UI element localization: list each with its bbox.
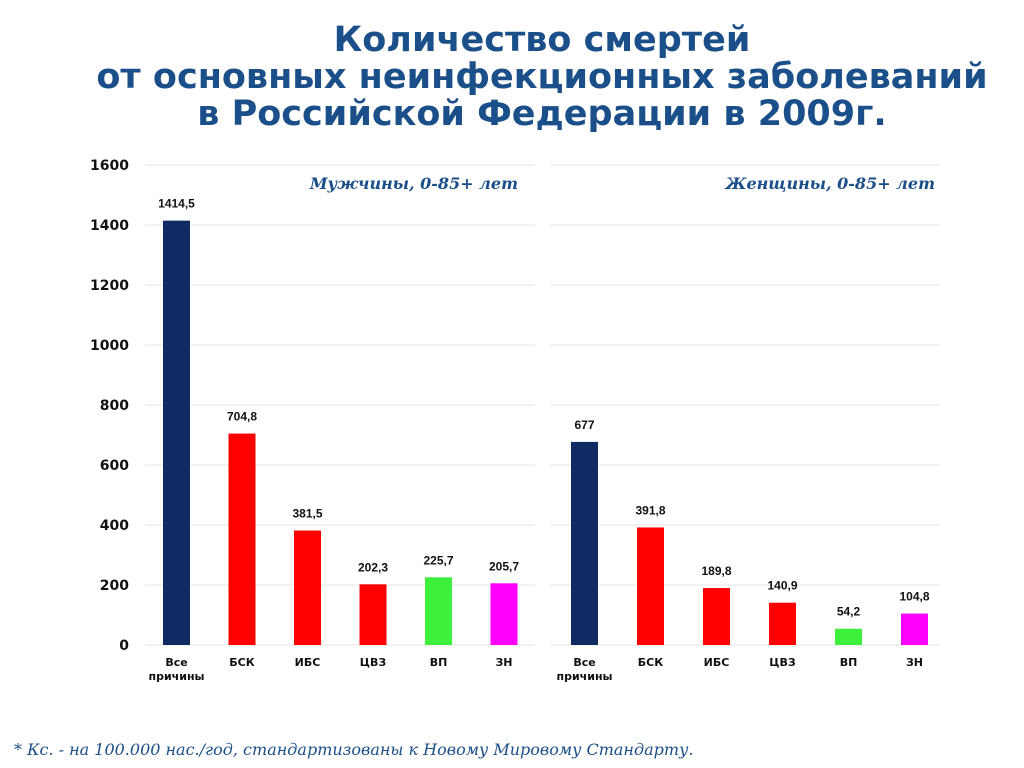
data-label: 202,3 [358,560,388,574]
bar [294,530,321,645]
x-tick-label: ЗН [495,656,512,669]
data-label: 189,8 [701,564,731,578]
x-tick-label: ЦВЗ [769,656,796,669]
x-tick-label: Все [165,656,187,669]
x-tick-label: причины [149,670,205,683]
title-line-3: в Российской Федерации в 2009г. [197,94,887,134]
bar [901,613,928,645]
y-tick-label: 1600 [90,158,129,174]
data-label: 381,5 [292,507,322,521]
bar [425,577,452,645]
bar [637,527,664,645]
title-line-2: от основных неинфекционных заболеваний [96,57,988,97]
panel-label: Женщины, 0-85+ лет [724,174,935,193]
y-tick-label: 600 [100,458,129,474]
y-tick-label: 1200 [90,278,129,294]
x-tick-label: ВП [840,656,858,669]
data-label: 677 [574,418,594,432]
data-label: 104,8 [899,590,929,604]
data-label: 140,9 [767,579,797,593]
x-tick-label: БСК [229,656,254,669]
x-tick-label: ЦВЗ [360,656,387,669]
bar [703,588,730,645]
x-tick-label: Все [573,656,595,669]
x-tick-label: БСК [638,656,663,669]
x-tick-label: ЗН [906,656,923,669]
data-label: 391,8 [635,503,665,517]
bar [835,628,862,645]
x-tick-label: ВП [430,656,448,669]
chart-title: Количество смертей от основных неинфекци… [60,22,1024,133]
x-tick-label: причины [557,670,613,683]
y-tick-label: 1400 [90,218,129,234]
y-tick-label: 200 [100,578,129,594]
bar [163,220,190,645]
x-tick-label: ИБС [704,656,730,669]
bar [769,602,796,645]
bar-chart: 0 200 400 600 800 1000 1200 1400 1600 Мужчины, 0-… [90,158,940,683]
title-line-1: Количество смертей [333,20,751,60]
data-label: 205,7 [489,559,519,573]
data-label: 225,7 [423,553,453,567]
y-tick-label: 1000 [90,338,129,354]
bar [490,583,518,645]
y-tick-label: 400 [100,518,129,534]
bar [228,433,256,645]
data-label: 54,2 [837,605,861,619]
data-label: 1414,5 [158,197,195,211]
bar [571,441,598,645]
y-tick-label: 800 [100,398,129,414]
footnote: * Кс. - на 100.000 нас./год, стандартизо… [14,740,694,759]
bar [359,584,387,645]
data-label: 704,8 [227,410,257,424]
y-tick-label: 0 [119,638,129,654]
x-tick-label: ИБС [295,656,321,669]
panel-label: Мужчины, 0-85+ лет [309,174,518,193]
